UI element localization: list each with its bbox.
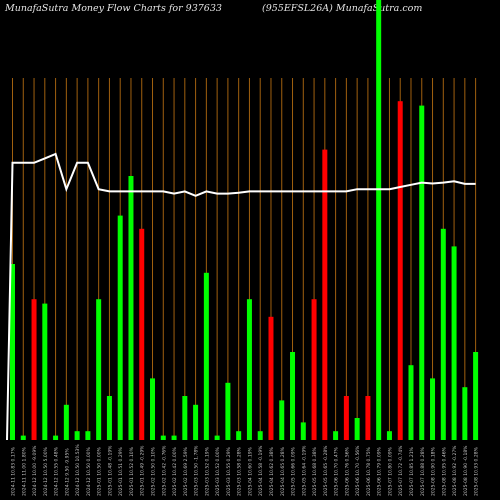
bar [257, 431, 263, 440]
bar [150, 378, 156, 440]
x-tick-label: 2024-12 10.00 -9.09% [32, 445, 38, 496]
bar [128, 176, 134, 440]
x-tick-label: 2024-12 10.55 0.48% [54, 446, 60, 496]
bar [430, 378, 436, 440]
x-tick-label: 2025-01 10.49 -0.29% [140, 445, 146, 496]
x-tick-label: 2024-12 10.50 5.00% [43, 446, 49, 496]
bar [290, 352, 296, 440]
bar [214, 435, 220, 440]
bar [311, 299, 317, 440]
x-tick-label: 2025-03 10.58 0.28% [237, 446, 243, 496]
bar [408, 365, 414, 440]
x-tick-label: 2025-02 10.42 0.00% [172, 446, 178, 496]
bar [279, 400, 285, 440]
x-tick-labels: 2024-11 10.83 0.17% 2024-11 11.00 1.80% 20… [11, 444, 480, 496]
x-tick-label: 2025-06 10.78 0.75% [366, 446, 372, 496]
bar [343, 396, 349, 440]
x-tick-label: 2025-06 10.70 -0.56% [355, 445, 361, 496]
bar [63, 404, 69, 440]
x-tick-label: 2025-01 10.52 0.10% [129, 446, 135, 496]
price-line [6, 152, 476, 441]
x-tick-label: 2025-07 10.85 1.21% [409, 446, 415, 496]
bar [236, 431, 242, 440]
x-tick-label: 2025-05 10.65 -0.28% [323, 445, 329, 496]
x-tick-label: 2025-08 10.90 -0.18% [463, 445, 469, 496]
bar [322, 149, 328, 440]
x-tick-label: 2024-12 10.50 10.53% [75, 444, 81, 496]
x-tick-label: 2024-12 9.50 -9.95% [64, 448, 70, 496]
bar [419, 105, 425, 440]
x-tick-label: 2025-08 10.90 0.18% [431, 446, 437, 496]
bar [182, 396, 188, 440]
x-tick-label: 2025-08 10.92 -0.27% [452, 445, 458, 496]
x-tick-label: 2025-01 10.50 0.00% [97, 446, 103, 496]
x-tick-label: 2025-08 10.93 0.28% [474, 446, 480, 496]
x-tick-label: 2025-02 10.69 2.59% [183, 446, 189, 496]
grid-lines [12, 78, 477, 440]
bar [268, 316, 274, 440]
bar [225, 382, 231, 440]
x-tick-label: 2025-02 10.50 0.10% [151, 446, 157, 496]
bar [376, 0, 382, 440]
x-tick-label: 2025-05 10.64 -0.19% [301, 445, 307, 496]
price-line-path [6, 152, 476, 441]
bar [10, 264, 15, 440]
chart-title: MunafaSutra Money Flow Charts for 937633 [5, 3, 222, 14]
x-tick-label: 2025-03 10.52 0.19% [204, 446, 210, 496]
x-tick-label: 2024-12 10.50 0.00% [86, 446, 92, 496]
x-tick-label: 2025-03 10.55 0.29% [226, 446, 232, 496]
x-tick-label: 2025-07 10.80 0.09% [387, 446, 393, 496]
bar [333, 431, 339, 440]
x-tick-label: 2024-11 10.83 0.17% [11, 446, 17, 496]
x-tick-label: 2025-01 10.48 -0.19% [107, 445, 113, 496]
bar [96, 299, 102, 440]
x-tick-label: 2025-04 10.58 -0.19% [258, 445, 264, 496]
x-tick-label: 2025-04 10.60 0.19% [247, 446, 253, 496]
x-tick-label: 2025-03 10.52 0.00% [215, 446, 221, 496]
x-tick-label: 2025-04 10.62 0.38% [269, 446, 275, 496]
bar [53, 435, 59, 440]
bar [203, 272, 209, 440]
bar [300, 422, 306, 440]
bar [462, 387, 468, 440]
bar [42, 303, 48, 440]
bar [246, 299, 252, 440]
x-tick-label: 2025-06 10.76 0.56% [344, 446, 350, 496]
bar [106, 396, 112, 440]
bar [193, 404, 199, 440]
bar [397, 101, 403, 440]
x-tick-label: 2025-02 10.42 -0.76% [161, 445, 167, 496]
chart-subtitle: (955EFSL26A) MunafaSutra.com [262, 3, 423, 14]
bar [20, 435, 26, 440]
x-tick-label: 2025-07 10.72 -0.74% [398, 445, 404, 496]
bar [31, 299, 37, 440]
x-tick-label: 2025-01 10.51 0.29% [118, 446, 124, 496]
bar [440, 228, 446, 440]
bar [139, 228, 145, 440]
bar [354, 418, 360, 440]
bar [160, 435, 166, 440]
x-tick-label: 2025-08 10.95 0.46% [441, 446, 447, 496]
x-tick-label: 2025-06 10.79 0.09% [377, 446, 383, 496]
bars [10, 0, 479, 440]
bar [74, 431, 80, 440]
bar [451, 246, 457, 440]
bar [171, 435, 177, 440]
bar [85, 431, 91, 440]
x-tick-label: 2024-11 11.00 1.80% [21, 446, 27, 496]
bar [117, 215, 123, 440]
x-tick-label: 2025-03 10.50 -1.78% [194, 445, 200, 496]
x-tick-label: 2025-05 10.66 0.09% [291, 446, 297, 496]
x-tick-label: 2025-07 10.88 0.28% [420, 446, 426, 496]
bar [473, 352, 479, 440]
x-tick-label: 2025-06 10.70 0.47% [334, 446, 340, 496]
bar [386, 431, 392, 440]
bar [365, 396, 371, 440]
x-tick-label: 2025-04 10.65 0.28% [280, 446, 286, 496]
x-tick-label: 2025-05 10.68 0.38% [312, 446, 318, 496]
